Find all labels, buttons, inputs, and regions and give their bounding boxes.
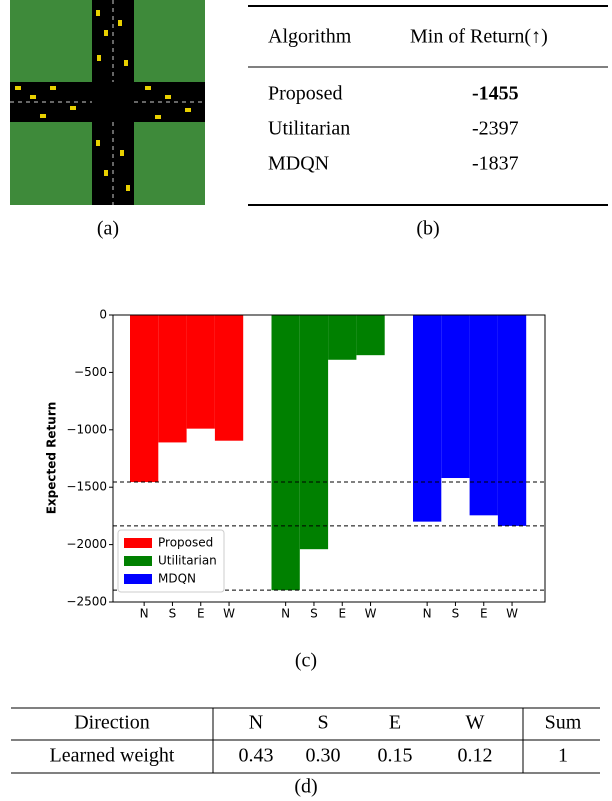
cell: MDQN: [268, 153, 329, 175]
cell: Proposed: [268, 83, 342, 105]
cell: -1837: [472, 153, 519, 175]
cell: 0.15: [378, 745, 413, 767]
y-tick-label: −1000: [66, 422, 107, 436]
x-tick-label: E: [338, 607, 346, 621]
x-tick-label: W: [506, 607, 518, 621]
bar: [214, 315, 244, 441]
weight-table: [11, 707, 600, 774]
header-cell: Algorithm: [268, 26, 352, 48]
bar: [186, 315, 215, 429]
caption: (c): [295, 650, 317, 672]
cell: -2397: [472, 118, 519, 140]
bar: [413, 315, 442, 522]
cell: 0.30: [306, 745, 341, 767]
cell: 0.12: [458, 745, 493, 767]
y-tick-label: −1500: [66, 480, 107, 494]
header-cell: Min of Return(↑): [410, 26, 548, 48]
y-tick-label: −2500: [66, 595, 107, 609]
x-tick-label: E: [197, 607, 205, 621]
plot-frame: [112, 314, 546, 603]
header-cell: Sum: [545, 712, 582, 734]
bar: [441, 315, 470, 479]
x-tick-label: W: [365, 607, 377, 621]
table-cells: Direction N S E W Sum Learned weight 0.43 0.30 0.…: [50, 712, 582, 767]
x-tick-label: S: [452, 607, 460, 621]
x-tick-label: E: [480, 607, 488, 621]
header-cell: W: [466, 712, 485, 734]
bar: [469, 315, 498, 516]
x-tick-label: W: [223, 607, 235, 621]
legend-label: Proposed: [158, 536, 213, 550]
x-tick-label: S: [310, 607, 318, 621]
bar: [299, 315, 329, 550]
legend-swatch: [124, 574, 152, 584]
y-axis-label: Expected Return: [45, 402, 59, 515]
y-tick-label: −500: [74, 365, 107, 379]
legend-label: Utilitarian: [158, 554, 217, 568]
x-tick-label: N: [140, 607, 149, 621]
legend-swatch: [124, 556, 152, 566]
bar: [271, 315, 300, 591]
bar: [158, 315, 187, 443]
x-tick-label: S: [169, 607, 177, 621]
y-tick-label: 0: [99, 308, 107, 322]
caption: (b): [416, 218, 439, 240]
cell: 0.43: [239, 745, 274, 767]
cell: Utilitarian: [268, 118, 350, 140]
x-tick-label: N: [281, 607, 290, 621]
header-cell: E: [389, 712, 401, 734]
traffic-image: [10, 0, 205, 205]
legend-label: MDQN: [158, 572, 196, 586]
bar: [497, 315, 527, 526]
caption: (d): [294, 776, 317, 798]
y-tick-label: −2000: [66, 537, 107, 551]
cell: 1: [558, 745, 568, 767]
cell: Learned weight: [50, 745, 175, 767]
cell: -1455: [472, 83, 519, 105]
bar-chart: 0 −500 −1000 −1500 −2000 −2500 N S E W N S E W N S E W Pro…: [66, 308, 546, 621]
header-cell: N: [249, 712, 263, 734]
x-tick-label: N: [423, 607, 432, 621]
header-cell: Direction: [74, 712, 150, 734]
caption: (a): [97, 218, 119, 240]
bar: [130, 315, 159, 483]
bar: [356, 315, 385, 356]
bar: [328, 315, 357, 360]
legend-swatch: [124, 538, 152, 548]
header-cell: S: [317, 712, 328, 734]
